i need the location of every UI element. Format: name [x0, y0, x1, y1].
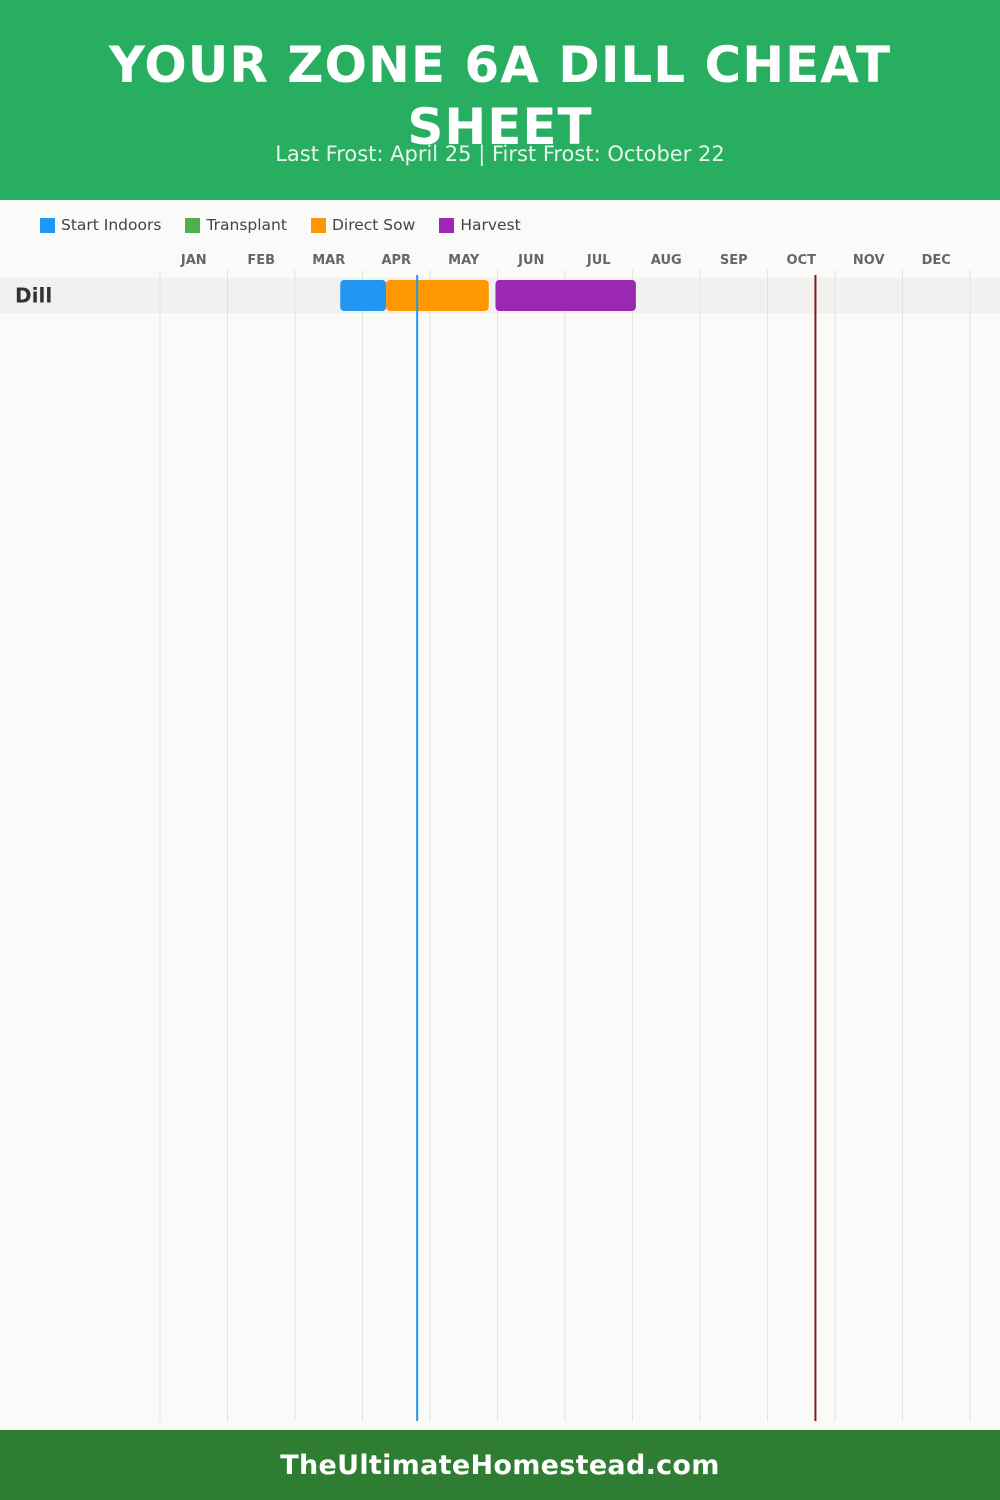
legend-label: Start Indoors: [61, 216, 162, 234]
legend-swatch: [40, 217, 55, 233]
legend-label: Direct Sow: [331, 216, 416, 234]
task-bar-start-indoors: [340, 280, 387, 311]
month-label-may: MAY: [448, 253, 480, 268]
legend-label: Transplant: [206, 216, 287, 234]
month-label-feb: FEB: [247, 253, 275, 268]
month-label-jul: JUL: [586, 253, 611, 268]
crop-label-dill: Dill: [15, 284, 52, 308]
footer-website-link[interactable]: TheUltimateHomestead.com: [280, 1449, 720, 1481]
month-label-mar: MAR: [312, 253, 345, 268]
legend-item-harvest: Harvest: [439, 216, 521, 234]
page-title: YOUR ZONE 6A DILL CHEAT SHEET: [108, 36, 892, 156]
month-label-aug: AUG: [651, 253, 682, 268]
chart-legend: Start Indoors Transplant Direct Sow Harvest: [40, 214, 545, 236]
footer-banner: TheUltimateHomestead.com: [0, 1430, 1000, 1500]
month-label-oct: OCT: [787, 253, 817, 268]
month-label-jan: JAN: [180, 253, 207, 268]
legend-swatch: [310, 217, 326, 233]
task-bar-harvest: [495, 280, 636, 311]
legend-swatch: [439, 217, 455, 233]
task-bar-direct-sow: [386, 280, 489, 311]
legend-item-transplant: Transplant: [185, 216, 287, 234]
frost-dates-subtitle: Last Frost: April 25 | First Frost: Octo…: [275, 142, 725, 166]
planting-timeline-chart: JAN FEB MAR APR MAY JUN JUL AUG SEP OCT NOV DEC Dill: [0, 253, 1000, 1421]
legend-item-start-indoors: Start Indoors: [40, 216, 161, 234]
month-label-jun: JUN: [517, 253, 544, 268]
header-banner: YOUR ZONE 6A DILL CHEAT SHEET Last Frost…: [0, 0, 1000, 200]
month-label-apr: APR: [381, 253, 411, 268]
legend-label: Harvest: [460, 216, 521, 234]
month-label-nov: NOV: [853, 253, 885, 268]
month-label-dec: DEC: [922, 253, 951, 268]
legend-item-direct-sow: Direct Sow: [310, 216, 416, 234]
legend-swatch: [185, 217, 201, 233]
month-label-sep: SEP: [720, 253, 748, 268]
